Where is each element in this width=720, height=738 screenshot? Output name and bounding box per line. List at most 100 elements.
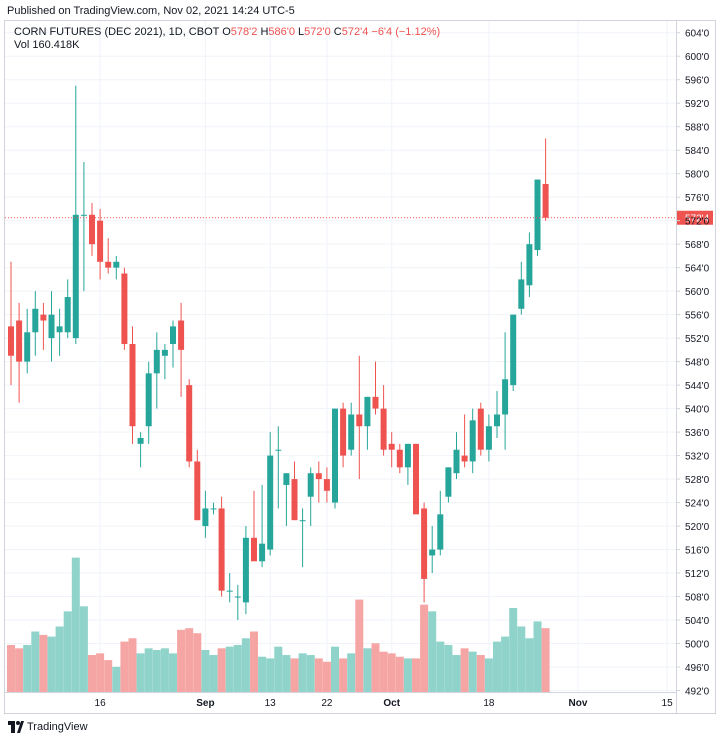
candle-body <box>340 408 347 456</box>
volume-bar <box>152 650 161 692</box>
volume-bar <box>533 621 542 692</box>
volume-bar <box>39 634 48 692</box>
volume-bar <box>355 599 364 692</box>
candle-body <box>89 214 95 245</box>
candle-body <box>453 449 460 474</box>
volume-value: 160.418K <box>32 39 80 51</box>
y-tick-label: 576'0 <box>685 193 710 204</box>
volume-bar <box>314 658 323 692</box>
candle-body <box>413 443 419 515</box>
y-tick-label: 600'0 <box>685 52 710 63</box>
y-tick-label: 604'0 <box>685 29 710 40</box>
y-tick-label: 520'0 <box>685 522 710 533</box>
volume-bar <box>395 656 404 692</box>
y-tick-label: 516'0 <box>685 546 710 557</box>
open-label: O <box>222 26 231 38</box>
y-tick-label: 536'0 <box>685 428 710 439</box>
candle-body <box>48 314 55 339</box>
y-tick-label: 592'0 <box>685 99 710 110</box>
y-tick-label: 532'0 <box>685 452 710 463</box>
volume-bar <box>420 604 429 692</box>
volume-bar <box>274 646 283 692</box>
candle-body <box>396 449 403 468</box>
volume-bar <box>452 655 461 692</box>
candle-body <box>323 479 330 491</box>
y-tick-label: 512'0 <box>685 569 710 580</box>
last-price-badge <box>677 210 713 225</box>
volume-bar <box>525 638 534 692</box>
candle-body <box>153 349 160 374</box>
change-value: −6'4 (−1.12%) <box>371 26 441 38</box>
x-tick-label: Nov <box>569 698 588 709</box>
volume-bar <box>306 655 315 692</box>
candle-body <box>372 396 379 409</box>
last-price-label: 572'4 <box>685 214 710 225</box>
x-tick-label: 22 <box>321 698 333 709</box>
volume-bar <box>96 653 105 692</box>
candle-body <box>97 220 104 262</box>
volume-bar <box>403 658 412 692</box>
publish-header: Published on TradingView.com, Nov 02, 20… <box>0 0 720 20</box>
low-value: 572'0 <box>304 26 331 38</box>
candle-body <box>526 244 533 286</box>
volume-bar <box>209 655 218 692</box>
candle-body <box>510 314 517 386</box>
candle-body <box>170 326 176 345</box>
candle-body <box>445 467 452 497</box>
volume-bar <box>412 658 420 692</box>
symbol-title: CORN FUTURES (DEC 2021), 1D, CBOT <box>14 26 220 38</box>
price-axis[interactable]: 604'0 600'0 596'0 592'0 588'0 584'0 580'0 576'0… <box>676 21 710 714</box>
volume-bar <box>47 636 56 692</box>
series-legend: CORN FUTURES (DEC 2021), 1D, CBOT O578'2… <box>14 26 440 38</box>
candle-body <box>364 396 371 427</box>
volume-bar <box>233 644 242 692</box>
volume-bar <box>225 646 234 692</box>
volume-bar <box>79 606 88 692</box>
candle-body <box>145 373 152 427</box>
y-tick-label: 556'0 <box>685 311 710 322</box>
volume-bar <box>258 656 267 692</box>
volume-bar <box>55 626 64 692</box>
brand-text: TradingView <box>27 721 88 733</box>
volume-bar <box>217 648 226 692</box>
volume-bar <box>363 648 372 692</box>
candle-body <box>24 332 31 362</box>
volume-bar <box>444 644 453 692</box>
volume-bar <box>112 666 121 692</box>
close-label: C <box>333 26 342 38</box>
candle-body <box>137 437 144 444</box>
volume-bar <box>128 638 137 692</box>
candle-body <box>186 385 193 462</box>
chart-frame[interactable] <box>4 20 716 714</box>
volume-bar <box>290 658 299 692</box>
candle-body <box>461 455 468 462</box>
candle-body <box>251 537 257 562</box>
volume-bar <box>379 651 388 692</box>
volume-bar <box>476 655 485 692</box>
candle-body <box>178 320 185 350</box>
tradingview-logo-icon <box>8 721 24 733</box>
candle-body <box>437 514 444 550</box>
y-tick-label: 496'0 <box>685 663 710 674</box>
volume-bar <box>63 611 72 692</box>
volume-bar <box>120 641 129 692</box>
candle-body <box>202 508 209 527</box>
volume-bar <box>282 655 291 692</box>
tradingview-logo[interactable]: TradingView <box>8 720 88 734</box>
volume-bar <box>428 611 437 692</box>
candle-body <box>348 414 355 450</box>
publish-info: Published on TradingView.com, Nov 02, 20… <box>7 5 295 17</box>
candle-body <box>121 273 128 345</box>
candle-body <box>291 479 298 521</box>
y-tick-label: 504'0 <box>685 616 710 627</box>
time-axis[interactable]: 16 Sep 13 22 Oct 18 Nov 15 <box>5 692 676 710</box>
volume-bar <box>136 653 145 692</box>
candle-body <box>494 414 500 427</box>
volume-bar <box>185 628 194 692</box>
candle-body <box>332 408 338 503</box>
grid-lines <box>5 21 676 692</box>
volume-bar <box>460 648 469 692</box>
volume-label: Vol <box>14 39 30 51</box>
candle-body <box>307 473 314 497</box>
